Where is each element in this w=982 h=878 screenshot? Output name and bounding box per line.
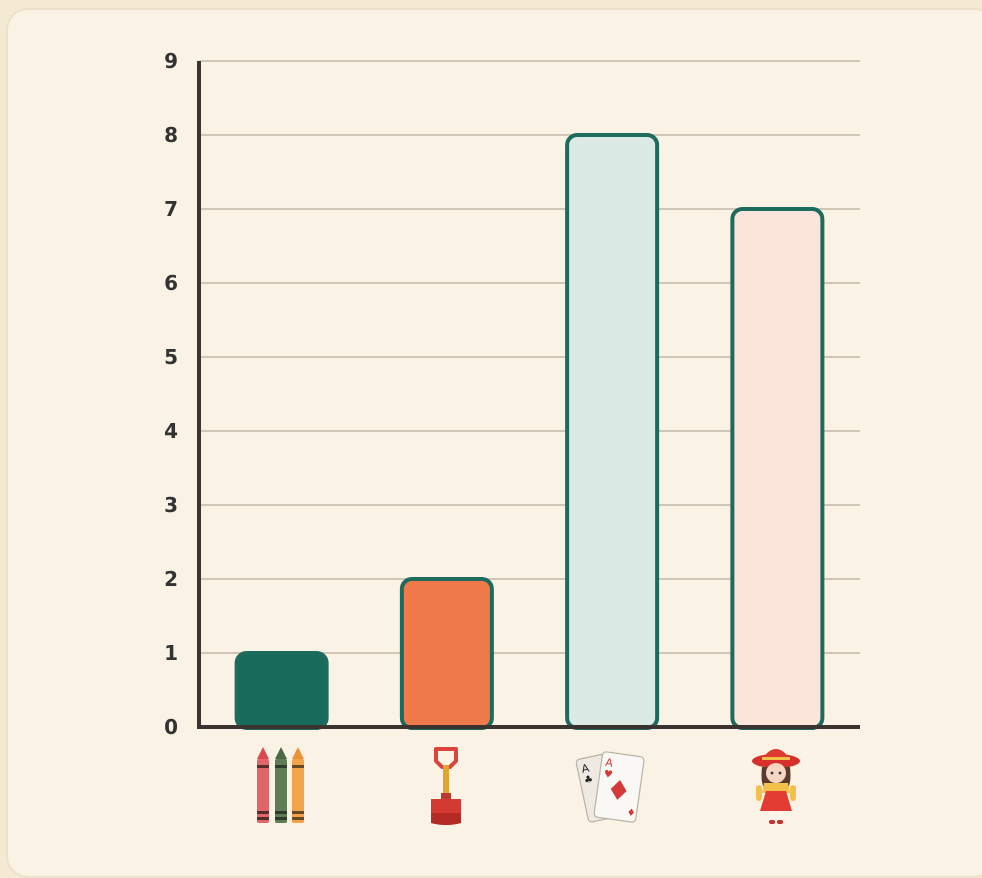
svg-text:♣: ♣ <box>583 774 594 787</box>
crayons-icon <box>257 747 304 823</box>
y-tick-label: 0 <box>164 715 178 739</box>
bars <box>234 133 825 730</box>
svg-text:♦: ♦ <box>626 807 636 819</box>
shovel-icon <box>431 747 461 825</box>
svg-text:A: A <box>580 761 591 775</box>
playing-cards-icon: A ♣ A ♥ ♦ <box>575 751 645 823</box>
y-tick-label: 5 <box>164 345 178 369</box>
y-axis-ticks: 0 1 2 3 4 5 6 7 8 9 <box>164 49 178 739</box>
bar-shovel <box>399 577 494 730</box>
y-tick-label: 7 <box>164 197 178 221</box>
doll-icon <box>752 749 800 824</box>
y-tick-label: 4 <box>164 419 178 443</box>
bar-playing-cards <box>565 133 660 730</box>
y-tick-label: 2 <box>164 567 178 591</box>
y-tick-label: 9 <box>164 49 178 73</box>
bar-crayons <box>234 651 329 730</box>
y-tick-label: 1 <box>164 641 178 665</box>
bar-doll <box>730 207 825 730</box>
y-tick-label: 8 <box>164 123 178 147</box>
svg-text:♥: ♥ <box>603 769 613 781</box>
y-tick-label: 3 <box>164 493 178 517</box>
svg-text:A: A <box>604 756 614 770</box>
y-tick-label: 6 <box>164 271 178 295</box>
